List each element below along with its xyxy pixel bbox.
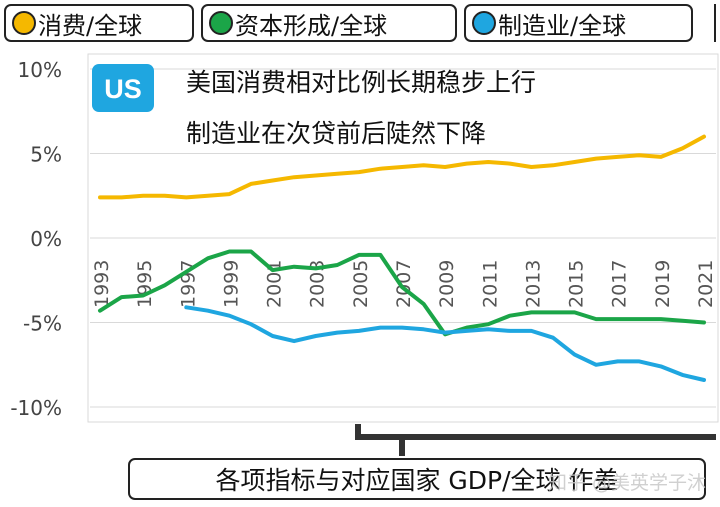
x-tick-label: 2003 <box>307 260 329 308</box>
y-tick-label: 10% <box>18 58 62 82</box>
annotation-consumption: 美国消费相对比例长期稳步上行 <box>186 68 536 97</box>
legend-capital-formation-dot <box>209 11 233 35</box>
legend-consumption: 消费/全球 <box>4 4 194 42</box>
series-line-manufacturing <box>184 305 706 382</box>
us-badge: US <box>92 64 154 112</box>
legend-manufacturing: 制造业/全球 <box>464 4 693 42</box>
chart-gridlines <box>90 68 716 408</box>
legend-manufacturing-label: 制造业/全球 <box>498 11 627 40</box>
y-tick-label: -10% <box>10 396 62 420</box>
x-tick-label: 1993 <box>91 260 113 308</box>
x-tick-label: 2005 <box>350 260 372 308</box>
legend-capital-formation: 资本形成/全球 <box>201 4 457 42</box>
bracket-line <box>355 424 716 440</box>
x-tick-label: 2001 <box>264 260 286 308</box>
cropped-legend-edge <box>714 4 720 42</box>
footer-note-text: 各项指标与对应国家 GDP/全球 作差 <box>215 466 619 495</box>
watermark: 知乎 @美英学子沐 <box>548 472 707 494</box>
series-line-capital-formation <box>98 249 706 337</box>
x-tick-label: 2013 <box>522 260 544 308</box>
legend-manufacturing-dot <box>472 11 496 35</box>
y-axis-tick-labels: 10% 5% 0% -5% -10% <box>10 58 62 420</box>
annotation-manufacturing: 制造业在次贷前后陡然下降 <box>186 119 486 148</box>
legend-capital-formation-label: 资本形成/全球 <box>235 11 388 40</box>
x-tick-label: 1995 <box>134 260 156 308</box>
x-axis-tick-labels: 1993 1995 1997 1999 2001 2003 2005 2007 2009 2011… <box>91 260 717 308</box>
us-badge-background <box>92 64 154 112</box>
y-tick-label: 5% <box>30 143 62 167</box>
x-tick-label: 2009 <box>436 260 458 308</box>
x-tick-label: 2007 <box>393 260 415 308</box>
chart-series <box>98 134 706 382</box>
x-tick-label: 2015 <box>566 260 588 308</box>
x-tick-label: 1999 <box>220 260 242 308</box>
x-tick-label: 2021 <box>695 260 717 308</box>
x-tick-label: 2017 <box>609 260 631 308</box>
footer-note: 各项指标与对应国家 GDP/全球 作差 <box>128 458 706 500</box>
legend-consumption-label: 消费/全球 <box>38 11 143 40</box>
y-tick-label: -5% <box>23 312 62 336</box>
us-badge-label: US <box>104 74 142 104</box>
legend-consumption-dot <box>12 11 36 35</box>
series-line-consumption <box>98 134 706 200</box>
x-tick-label: 2019 <box>652 260 674 308</box>
x-tick-label: 2011 <box>479 260 501 308</box>
y-tick-label: 0% <box>30 227 62 251</box>
